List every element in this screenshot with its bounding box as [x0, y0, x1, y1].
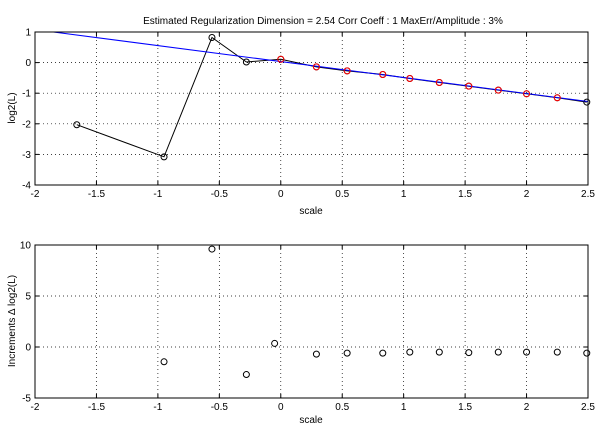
log2-length-point [242, 58, 250, 66]
bottom-series [160, 245, 591, 379]
bottom-x-tick-label: 2 [524, 402, 530, 413]
top-y-axis-label: log2(L) [7, 92, 18, 123]
top-grid [35, 32, 588, 185]
bottom-x-tick-label: -1 [153, 402, 162, 413]
increment-point [406, 348, 414, 356]
log2-length-point [160, 153, 168, 161]
top-x-axis-label: scale [299, 206, 323, 217]
increment-point [242, 371, 250, 379]
top-y-tick-label: -1 [22, 89, 31, 100]
top-y-tick-label: -3 [22, 150, 31, 161]
increment-point [553, 348, 561, 356]
top-plot-area [35, 32, 588, 185]
bottom-axes: -2 -1.5 -1 -0.5 0 0.5 1 1.5 2 2.5 -5 0 5 10 scale Inc… [7, 241, 595, 426]
bottom-x-tick-label: 0 [278, 402, 284, 413]
top-y-tick-label: -4 [22, 181, 31, 192]
top-y-tick-label: 0 [25, 58, 31, 69]
fit-range-point [406, 75, 414, 83]
increment-point [465, 349, 473, 357]
top-x-tick-label: 1.5 [458, 189, 472, 200]
top-y-tick-label: 1 [25, 28, 31, 39]
top-x-tick-label: -0.5 [211, 189, 229, 200]
log2-length-point [583, 98, 591, 106]
fit-range-point [435, 78, 443, 86]
bottom-x-tick-label: -0.5 [211, 402, 229, 413]
increment-point [343, 349, 351, 357]
bottom-y-axis-label: Increments ∆ log2(L) [7, 275, 18, 367]
bottom-plot-area [35, 245, 588, 398]
fit-range-point [465, 82, 473, 90]
increment-point [435, 348, 443, 356]
fit-range-point [277, 55, 285, 63]
fit-range-point [343, 67, 351, 75]
increment-point [583, 349, 591, 357]
regression-fit-line [53, 31, 589, 102]
bottom-y-tick-label: -5 [22, 394, 31, 405]
increment-point [379, 349, 387, 357]
fit-range-point [379, 71, 387, 79]
bottom-x-tick-label: 2.5 [581, 402, 595, 413]
top-x-tick-label: -2 [31, 189, 40, 200]
bottom-x-tick-label: 1.5 [458, 402, 472, 413]
bottom-x-tick-label: 1 [401, 402, 407, 413]
top-y-tick-label: -2 [22, 119, 31, 130]
bottom-x-tick-label: -2 [31, 402, 40, 413]
top-x-tick-label: 2 [524, 189, 530, 200]
fit-range-point [523, 90, 531, 98]
bottom-axes-box [34, 244, 589, 399]
bottom-grid [35, 245, 588, 398]
bottom-y-tick-label: 0 [25, 343, 31, 354]
top-ticks: -2 -1.5 -1 -0.5 0 0.5 1 1.5 2 2.5 -4 -3 -2 -1 0 1 [22, 28, 595, 201]
bottom-x-tick-label: -1.5 [88, 402, 106, 413]
top-axes: -2 -1.5 -1 -0.5 0 0.5 1 1.5 2 2.5 -4 -3 -2 -1 0 1 scale… [7, 28, 595, 218]
bottom-y-tick-label: 10 [20, 241, 32, 252]
bottom-x-axis-label: scale [299, 415, 323, 426]
top-x-tick-label: -1.5 [88, 189, 106, 200]
top-axes-box [34, 31, 589, 186]
log2-length-point [73, 121, 81, 129]
increment-point [160, 358, 168, 366]
bottom-y-tick-label: 5 [25, 292, 31, 303]
increment-point [494, 348, 502, 356]
increment-point [208, 245, 216, 253]
top-x-tick-label: 0.5 [335, 189, 349, 200]
fit-range-point [553, 94, 561, 102]
bottom-ticks: -2 -1.5 -1 -0.5 0 0.5 1 1.5 2 2.5 -5 0 5 10 [20, 241, 596, 414]
top-x-tick-label: 1 [401, 189, 407, 200]
log2-length-point [208, 34, 216, 42]
fit-range-point [312, 63, 320, 71]
top-x-tick-label: 2.5 [581, 189, 595, 200]
figure-title: Estimated Regularization Dimension = 2.5… [143, 16, 503, 27]
top-x-tick-label: 0 [278, 189, 284, 200]
top-x-tick-label: -1 [153, 189, 162, 200]
fit-range-point [494, 86, 502, 94]
bottom-x-tick-label: 0.5 [335, 402, 349, 413]
increment-point [312, 350, 320, 358]
top-series [53, 31, 591, 161]
increment-point [271, 339, 279, 347]
increment-point [523, 348, 531, 356]
